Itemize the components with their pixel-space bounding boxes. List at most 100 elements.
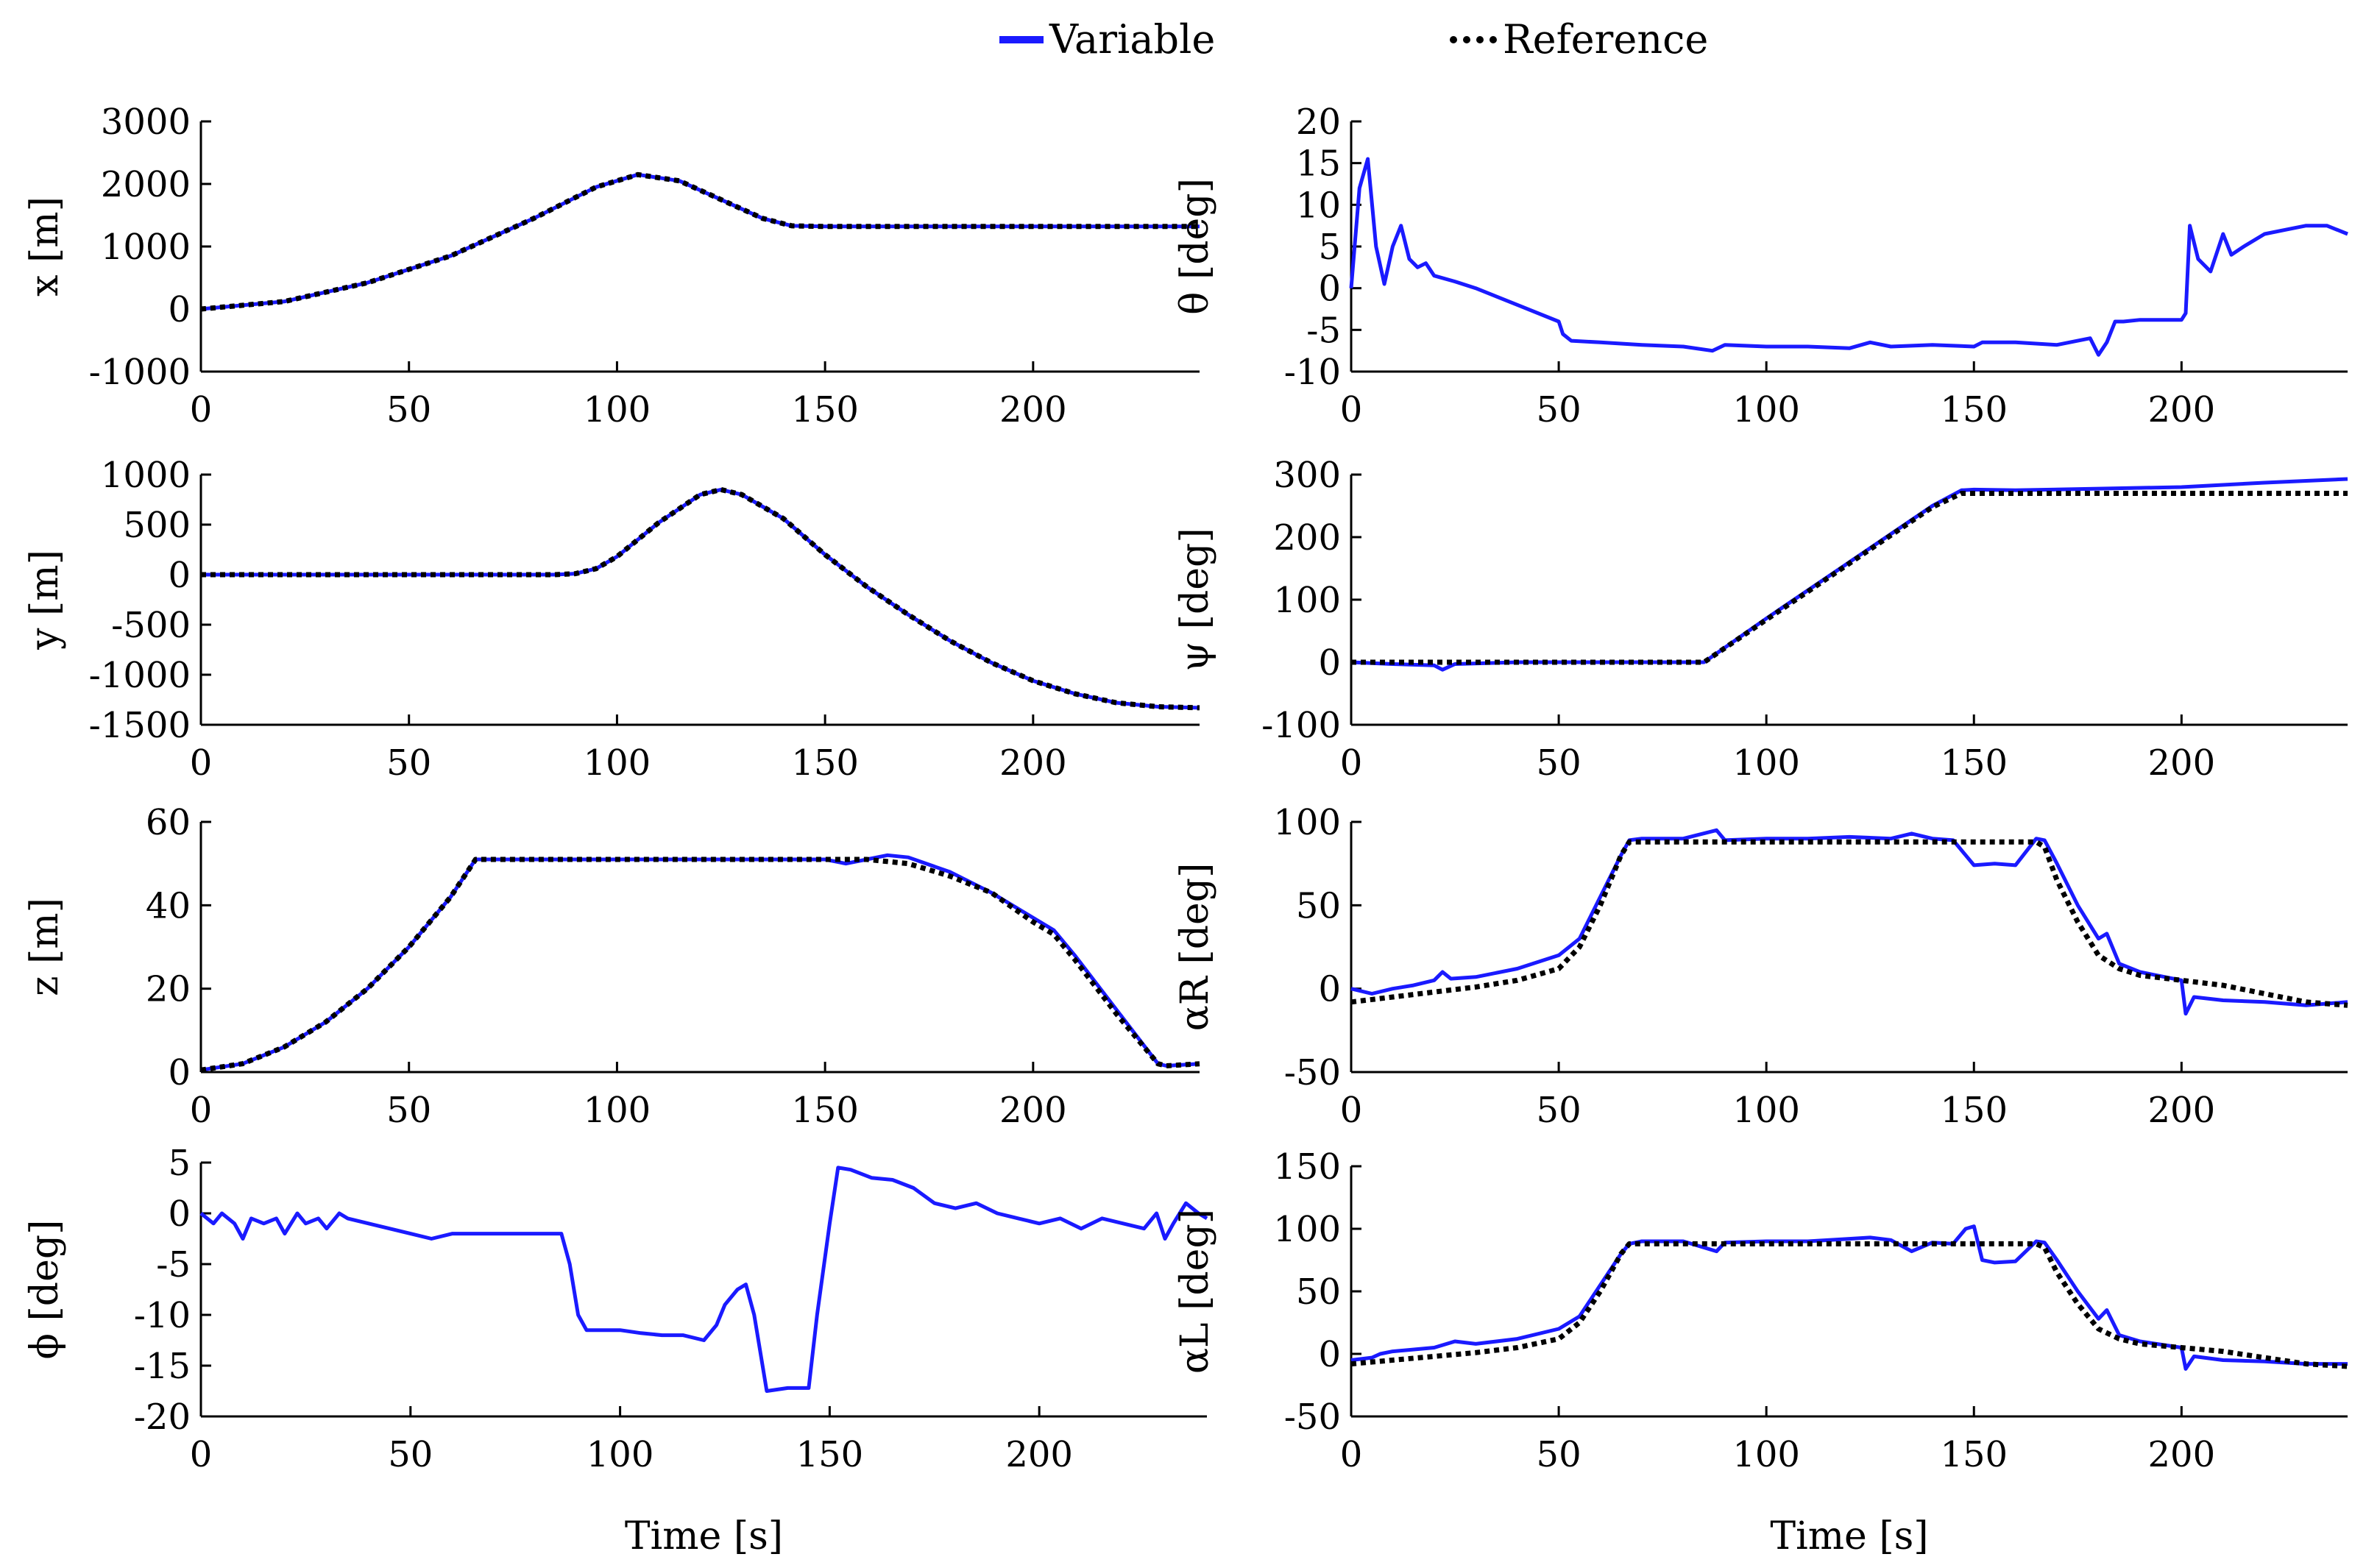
psi-ytick-label: 100 [1273,580,1341,621]
alpha_l-xtick-label: 0 [1340,1434,1363,1475]
phi-xtick-label: 50 [388,1434,433,1475]
x-xtick-label: 50 [386,389,431,430]
z-ytick-label: 0 [168,1052,191,1093]
alpha_r-xtick-label: 100 [1732,1090,1800,1131]
z-series-variable [200,853,1200,1072]
y-ytick-label: -1000 [89,655,191,696]
x-ytick-label: -1000 [89,352,191,393]
alpha_r-xtick-label: 200 [2148,1090,2216,1131]
y-xtick-label: 0 [190,742,213,784]
psi-ytick-label: -100 [1261,705,1341,746]
theta-xtick-label: 200 [2148,389,2216,430]
legend-reference: Reference [1450,16,1708,63]
theta-ytick-label: -5 [1306,310,1341,351]
phi-xtick-label: 0 [190,1434,213,1475]
theta-ylabel: θ [deg] [1173,178,1217,315]
alpha_l-ylabel: αL [deg] [1173,1209,1217,1374]
theta-xtick-label: 150 [1940,389,2008,430]
x-ytick-label: 2000 [101,164,191,205]
x-ytick-label: 0 [168,289,191,330]
y-xtick-label: 50 [386,742,431,784]
phi-xtick-label: 100 [587,1434,654,1475]
y-ytick-label: 1000 [101,455,191,496]
phi-ytick-label: -5 [156,1244,191,1285]
z-series-reference [200,856,1200,1073]
phi-series-variable [199,1166,1208,1393]
alpha_l-series-variable [1350,1224,2348,1371]
y-xtick-label: 200 [999,742,1067,784]
legend-variable-label: Variable [1049,16,1216,63]
psi-xtick-label: 0 [1340,742,1363,784]
theta-ytick-label: 15 [1296,143,1341,185]
phi-xtick-label: 200 [1005,1434,1073,1475]
z-ylabel: z [m] [23,898,67,996]
alpha_r-series-variable [1350,828,2348,1016]
x-xtick-label: 0 [190,389,213,430]
psi-ylabel: ψ [deg] [1173,528,1217,671]
alpha_r-ytick-label: -50 [1284,1052,1341,1093]
y-xtick-label: 100 [584,742,651,784]
alpha_r-ylabel: αR [deg] [1173,863,1217,1032]
z-xtick-label: 100 [584,1090,651,1131]
legend-variable: Variable [999,16,1215,63]
alpha_l-xtick-label: 150 [1940,1434,2008,1475]
x-ytick-label: 3000 [101,102,191,143]
alpha_r-xtick-label: 0 [1340,1090,1363,1131]
alpha_r-ytick-label: 0 [1318,969,1341,1010]
z-ytick-label: 60 [146,802,191,843]
theta-ytick-label: 0 [1318,269,1341,310]
theta-series-variable [1349,157,2348,357]
alpha_l-ytick-label: 50 [1296,1271,1341,1313]
alpha_r-xtick-label: 150 [1940,1090,2008,1131]
alpha_l-xtick-label: 100 [1732,1434,1800,1475]
theta-ytick-label: 20 [1296,102,1341,143]
x-series-reference [200,171,1200,312]
theta-ytick-label: 5 [1318,227,1341,268]
theta-xtick-label: 50 [1537,389,1582,430]
y-ytick-label: 0 [168,555,191,596]
z-ytick-label: 20 [146,969,191,1010]
psi-xtick-label: 50 [1537,742,1582,784]
theta-ytick-label: 10 [1296,185,1341,226]
y-ylabel: y [m] [23,550,67,650]
psi-ytick-label: 200 [1273,517,1341,558]
y-xtick-label: 150 [791,742,859,784]
theta-xtick-label: 0 [1340,389,1363,430]
alpha_l-ytick-label: -50 [1284,1397,1341,1438]
alpha_r-xtick-label: 50 [1537,1090,1582,1131]
theta-xtick-label: 100 [1732,389,1800,430]
phi-ylabel: ϕ [deg] [23,1220,67,1360]
x-xtick-label: 100 [584,389,651,430]
z-xtick-label: 150 [791,1090,859,1131]
psi-xtick-label: 150 [1940,742,2008,784]
z-xtick-label: 200 [999,1090,1067,1131]
alpha_r-series-reference [1350,839,2348,1008]
x-series-variable [200,172,1200,311]
alpha_l-ytick-label: 0 [1318,1334,1341,1375]
y-ytick-label: -1500 [89,705,191,746]
alpha_r-ytick-label: 100 [1273,802,1341,843]
psi-series-reference [1351,491,2348,665]
z-xtick-label: 0 [190,1090,213,1131]
legend-variable-swatch [999,35,1044,43]
y-ytick-label: -500 [111,605,191,646]
psi-ytick-label: 0 [1318,642,1341,684]
psi-xtick-label: 100 [1732,742,1800,784]
phi-xtick-label: 150 [796,1434,864,1475]
theta-ytick-label: -10 [1284,352,1341,393]
y-series-reference [201,486,1200,711]
x-ylabel: x [m] [23,196,67,297]
z-xtick-label: 50 [386,1090,431,1131]
x-xtick-label: 200 [999,389,1067,430]
phi-ytick-label: -15 [134,1346,191,1387]
psi-ytick-label: 300 [1273,455,1341,496]
psi-series-variable [1350,477,2348,672]
phi-ytick-label: -20 [134,1397,191,1438]
alpha_l-ytick-label: 100 [1273,1209,1341,1250]
z-ytick-label: 40 [146,885,191,926]
legend-reference-label: Reference [1503,16,1709,63]
phi-ytick-label: -10 [134,1295,191,1336]
alpha_l-series-reference [1350,1241,2348,1369]
phi-ytick-label: 0 [168,1193,191,1235]
